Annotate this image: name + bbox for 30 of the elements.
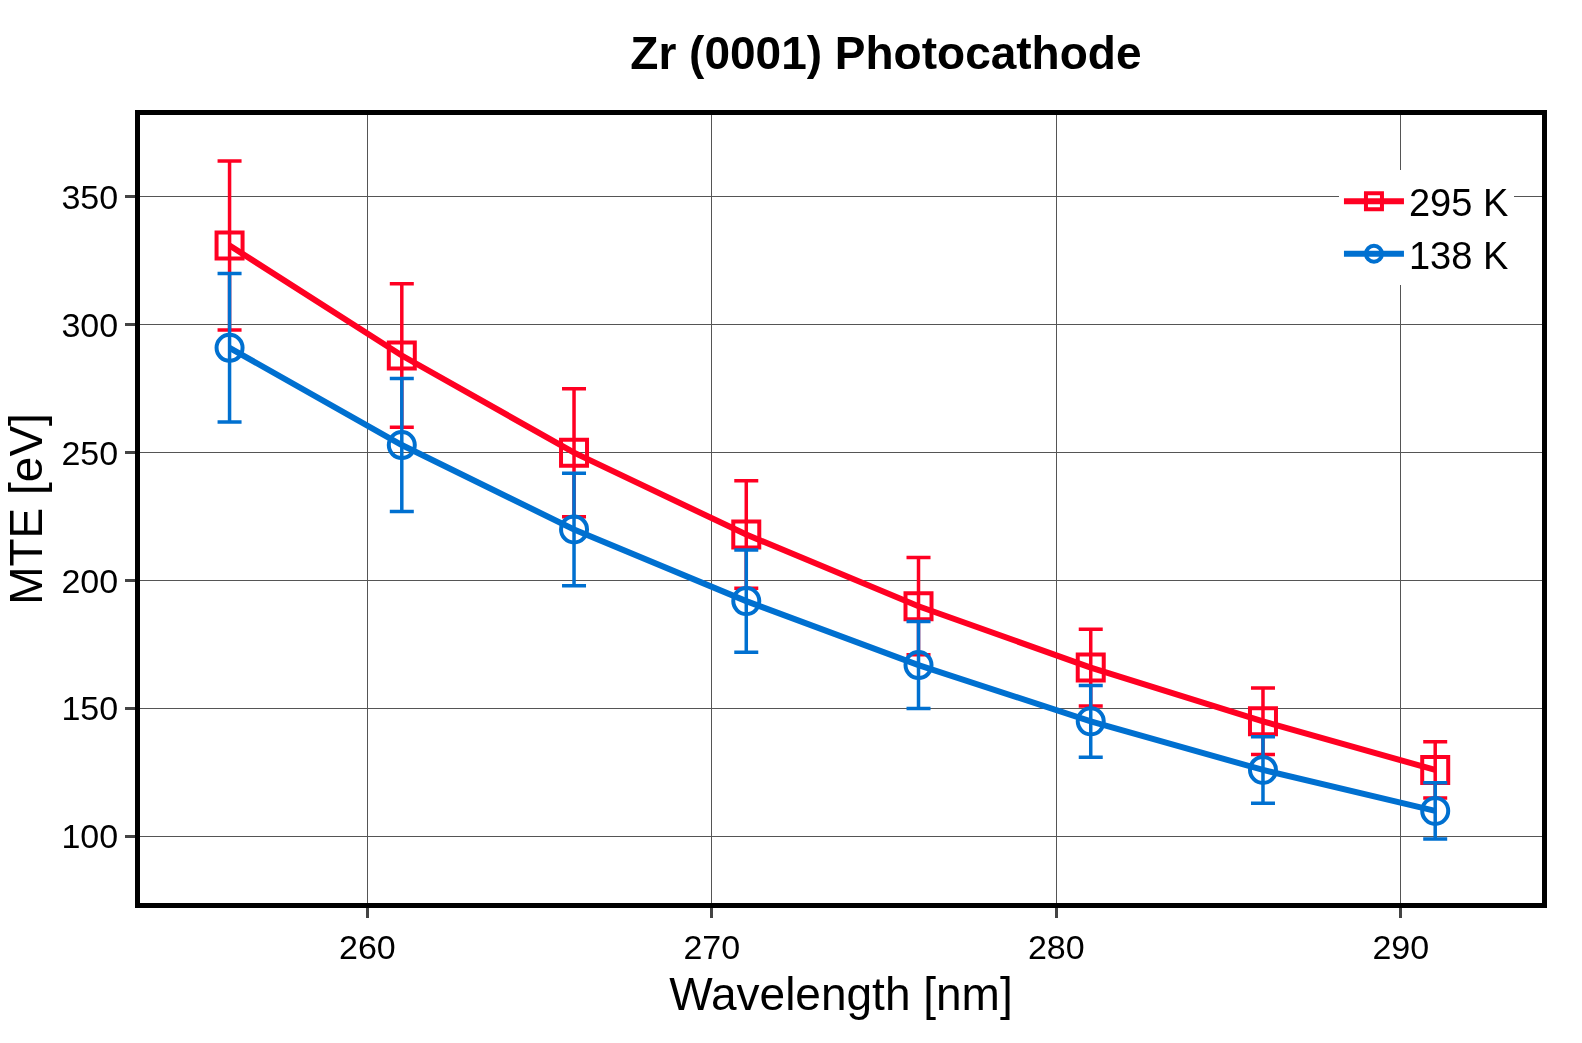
point: [1075, 652, 1106, 683]
point: [559, 514, 590, 545]
point: [1075, 706, 1106, 737]
x-tick-label: 280: [1027, 927, 1085, 966]
y-tick-label: 250: [61, 433, 119, 472]
x-axis-title: Wavelength [nm]: [669, 968, 1013, 1021]
y-tick-label: 200: [61, 561, 119, 600]
point: [1420, 795, 1451, 826]
point: [386, 340, 417, 371]
point: [1247, 754, 1278, 785]
y-tick-label: 300: [61, 305, 119, 344]
legend-label: 295 K: [1408, 182, 1509, 225]
point: [214, 332, 245, 363]
point: [386, 430, 417, 461]
y-tick-label: 150: [61, 689, 119, 728]
point: [214, 230, 245, 261]
point: [903, 591, 934, 622]
y-axis-title: MTE [eV]: [0, 413, 52, 605]
point: [731, 519, 762, 550]
x-tick-label: 260: [338, 927, 396, 966]
point: [903, 650, 934, 681]
x-tick-label: 270: [683, 927, 741, 966]
x-tick-label: 290: [1372, 927, 1430, 966]
y-tick-label: 350: [61, 177, 119, 216]
chart-title: Zr (0001) Photocathode: [630, 26, 1142, 79]
point: [731, 586, 762, 617]
legend-label: 138 K: [1408, 234, 1509, 277]
y-tick-label: 100: [61, 817, 119, 856]
point: [559, 437, 590, 468]
point: [1247, 706, 1278, 737]
